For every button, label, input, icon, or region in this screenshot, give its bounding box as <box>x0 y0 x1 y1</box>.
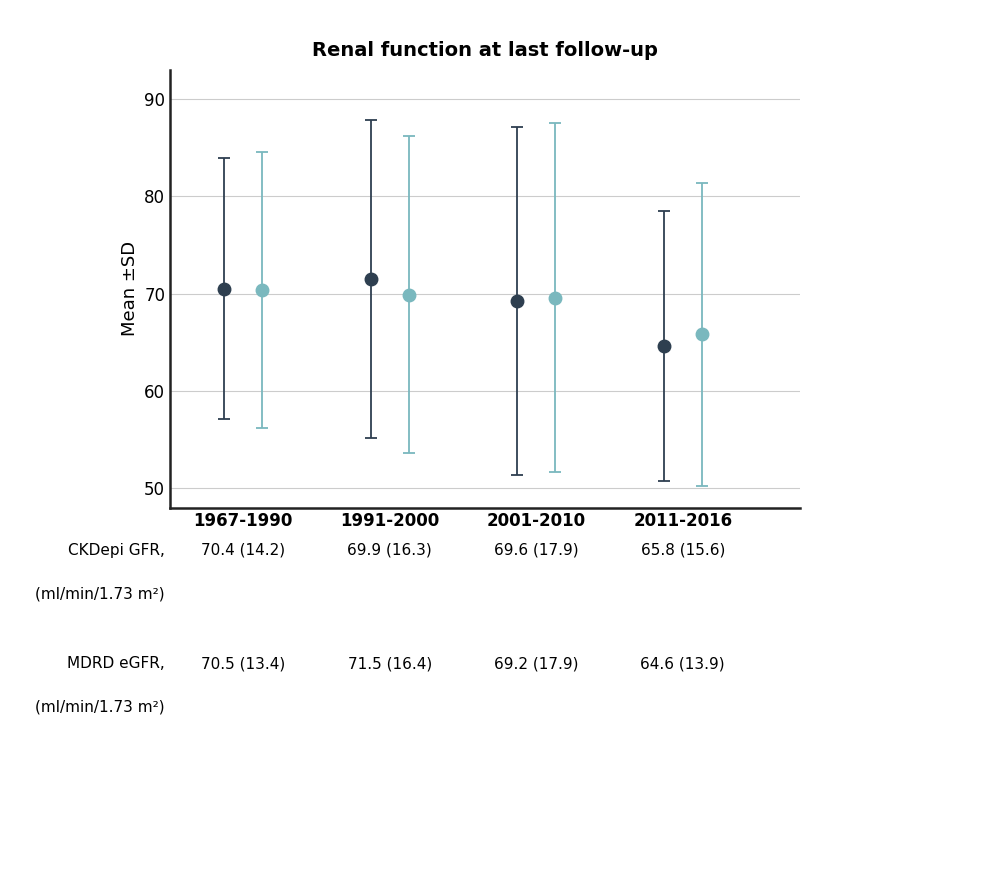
Text: 69.6 (17.9): 69.6 (17.9) <box>494 542 579 557</box>
Title: Renal function at last follow-up: Renal function at last follow-up <box>312 41 658 60</box>
Text: 71.5 (16.4): 71.5 (16.4) <box>348 656 432 671</box>
Text: (ml/min/1.73 m²): (ml/min/1.73 m²) <box>35 586 165 601</box>
Text: MDRD eGFR,: MDRD eGFR, <box>67 656 165 671</box>
Text: 69.9 (16.3): 69.9 (16.3) <box>347 542 432 557</box>
Text: 70.4 (14.2): 70.4 (14.2) <box>201 542 285 557</box>
Text: 64.6 (13.9): 64.6 (13.9) <box>640 656 725 671</box>
Y-axis label: Mean ±SD: Mean ±SD <box>121 242 139 336</box>
Text: (ml/min/1.73 m²): (ml/min/1.73 m²) <box>35 700 165 715</box>
Text: 65.8 (15.6): 65.8 (15.6) <box>641 542 725 557</box>
Text: 69.2 (17.9): 69.2 (17.9) <box>494 656 579 671</box>
Text: 70.5 (13.4): 70.5 (13.4) <box>201 656 285 671</box>
Text: CKDepi GFR,: CKDepi GFR, <box>68 542 165 557</box>
